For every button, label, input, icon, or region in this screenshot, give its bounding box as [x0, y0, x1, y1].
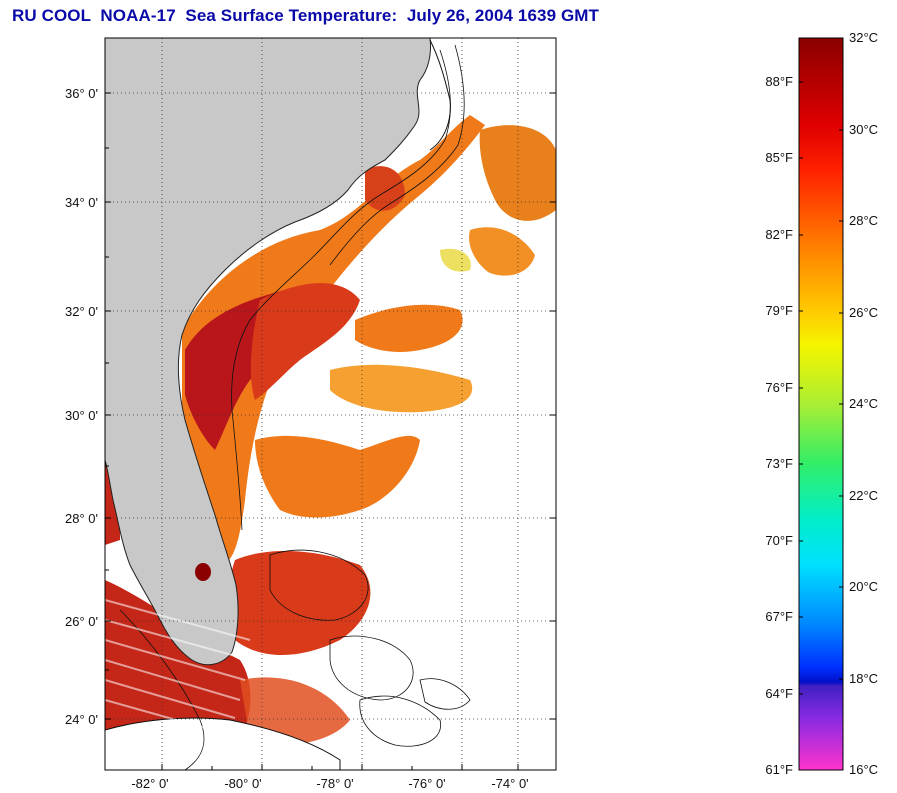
fahrenheit-label: 79°F: [765, 303, 793, 318]
land-mass: [105, 38, 431, 666]
map-frame: [104, 37, 557, 771]
celsius-label: 20°C: [849, 579, 879, 594]
fahrenheit-label: 64°F: [765, 686, 793, 701]
x-ticks: [161, 764, 519, 770]
fahrenheit-label: 88°F: [765, 74, 793, 89]
land-cuba: [105, 717, 341, 770]
sst-patch-offshore-5: [440, 248, 471, 272]
page-title: RU COOL NOAA-17 Sea Surface Temperature:…: [12, 6, 600, 25]
lon-label: -80° 0': [224, 776, 261, 791]
celsius-label: 32°C: [849, 30, 879, 45]
fahrenheit-label: 61°F: [765, 762, 793, 777]
celsius-label: 24°C: [849, 396, 879, 411]
colorbar: [798, 37, 844, 771]
y-ticks: [105, 92, 556, 720]
celsius-label: 30°C: [849, 122, 879, 137]
lat-labels: 36° 0' 34° 0' 32° 0' 30° 0' 28° 0' 26° 0…: [65, 86, 98, 727]
celsius-label: 18°C: [849, 671, 879, 686]
lat-label: 24° 0': [65, 712, 98, 727]
sst-patch-cuba-north: [240, 677, 350, 745]
celsius-label: 26°C: [849, 305, 879, 320]
celsius-label: 28°C: [849, 213, 879, 228]
fahrenheit-label: 82°F: [765, 227, 793, 242]
lat-label: 36° 0': [65, 86, 98, 101]
colorbar-ticks: [799, 81, 843, 695]
lon-label: -76° 0': [408, 776, 445, 791]
lake-okeechobee: [195, 563, 211, 581]
sst-patch-nc: [365, 166, 405, 211]
lon-labels: -82° 0' -80° 0' -78° 0' -76° 0' -74° 0': [131, 776, 528, 791]
sst-patch-offshore-1: [355, 304, 463, 352]
lon-label: -74° 0': [491, 776, 528, 791]
map-plot-area: [105, 38, 556, 770]
fahrenheit-label: 70°F: [765, 533, 793, 548]
sst-patch-offshore-3: [479, 125, 556, 221]
sst-patch-offshore-4: [469, 227, 535, 276]
bathymetry-contours: [119, 44, 471, 770]
lon-label: -78° 0': [316, 776, 353, 791]
fahrenheit-label: 67°F: [765, 609, 793, 624]
lat-label: 28° 0': [65, 511, 98, 526]
lat-label: 26° 0': [65, 614, 98, 629]
sst-patch-offshore-2: [330, 364, 473, 413]
lon-label: -82° 0': [131, 776, 168, 791]
sst-patch-bahamas: [228, 550, 371, 655]
celsius-label: 16°C: [849, 762, 879, 777]
celsius-label: 22°C: [849, 488, 879, 503]
fahrenheit-label: 85°F: [765, 150, 793, 165]
sst-patch-gulfstream: [255, 435, 420, 518]
fahrenheit-label: 76°F: [765, 380, 793, 395]
lat-label: 30° 0': [65, 408, 98, 423]
lat-label: 34° 0': [65, 195, 98, 210]
sst-patch-red-band: [250, 283, 360, 400]
fahrenheit-label: 73°F: [765, 456, 793, 471]
scan-streaks: [105, 599, 251, 736]
lat-label: 32° 0': [65, 304, 98, 319]
